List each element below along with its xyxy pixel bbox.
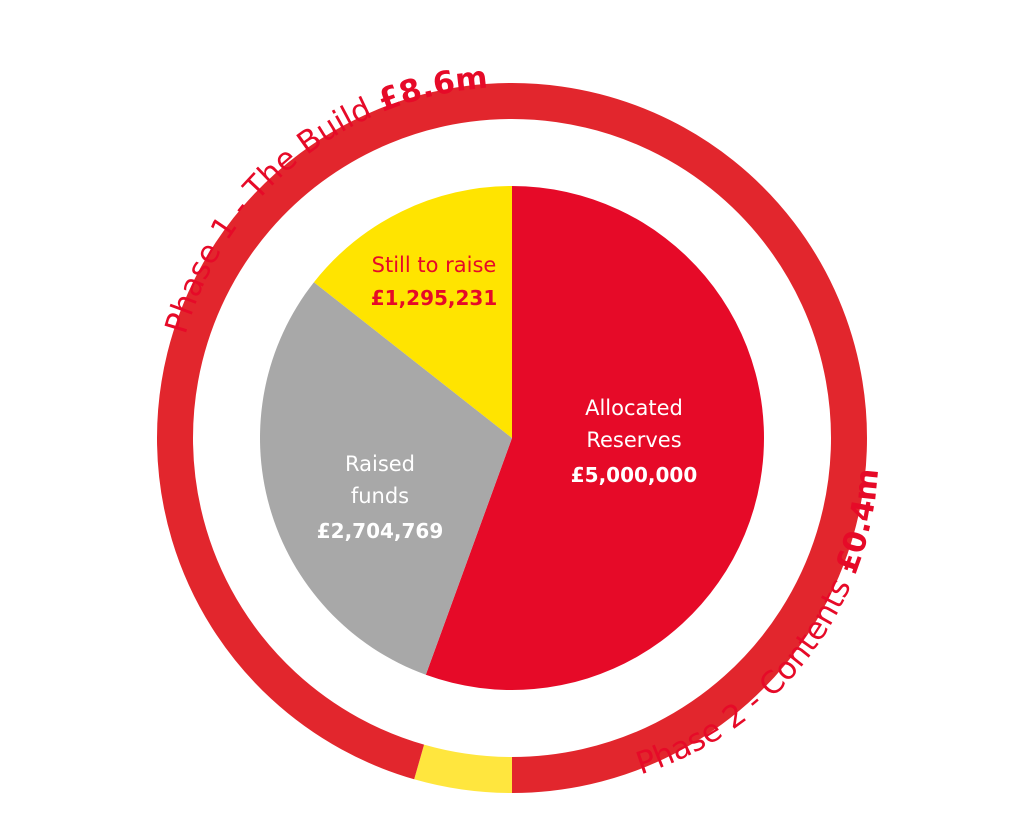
pie-slice-allocated-reserves — [425, 186, 764, 690]
raised-funds-value: £2,704,769 — [317, 519, 444, 543]
allocated-reserves-label-line2: Reserves — [586, 428, 681, 452]
pie-slice-raised-funds — [259, 282, 512, 675]
ring-segment-phase1 — [157, 83, 867, 793]
allocated-reserves-label-line1: Allocated — [585, 396, 683, 420]
still-to-raise-value: £1,295,231 — [371, 286, 498, 310]
ring-segment-phase2 — [414, 744, 513, 793]
pie-slice-still-to-raise — [313, 186, 512, 438]
allocated-reserves-value: £5,000,000 — [571, 463, 698, 487]
raised-funds-label-line2: funds — [351, 484, 409, 508]
slice-labels: Allocated Reserves £5,000,000 Raised fun… — [317, 253, 698, 543]
raised-funds-label-line1: Raised — [345, 452, 415, 476]
still-to-raise-label: Still to raise — [372, 253, 497, 277]
phase-ring — [157, 83, 867, 793]
funding-pie — [259, 186, 764, 690]
